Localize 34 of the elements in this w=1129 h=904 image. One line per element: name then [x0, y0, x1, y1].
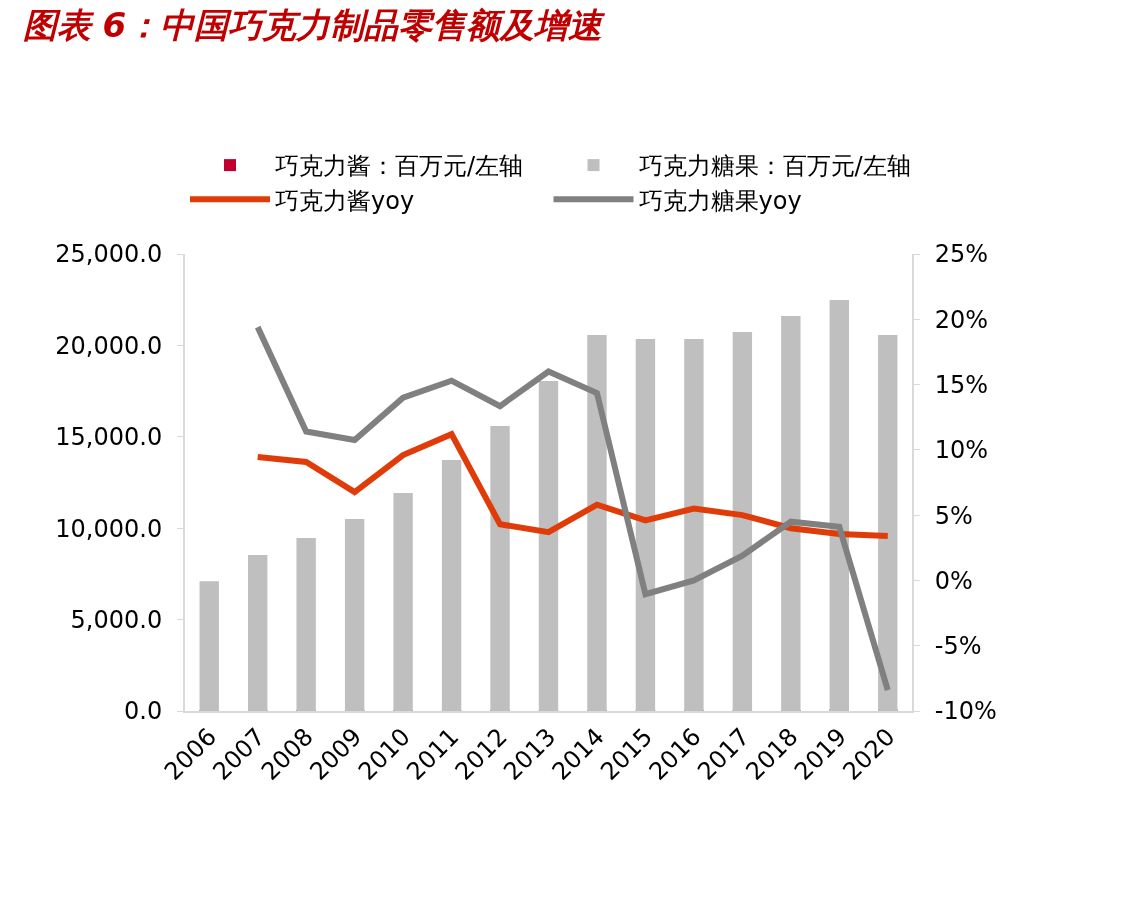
y-tick-label: 10,000.0 — [55, 514, 163, 543]
bar — [732, 332, 753, 711]
bar — [248, 555, 268, 711]
y2-tick-label: 10% — [934, 436, 989, 465]
y2-tick-label: 20% — [934, 305, 989, 334]
y-tick-label: 0.0 — [124, 697, 163, 726]
y2-tick-label: -10% — [934, 697, 997, 726]
bar — [199, 581, 219, 711]
y2-tick-label: 5% — [934, 501, 973, 530]
legend-label: 巧克力酱：百万元/左轴 — [275, 152, 524, 181]
bar — [684, 339, 704, 711]
y2-tick-label: 15% — [934, 370, 989, 399]
bar — [538, 381, 559, 711]
y2-tick-label: 25% — [934, 240, 989, 269]
legend-label: 巧克力糖果：百万元/左轴 — [638, 152, 911, 181]
y-tick-label: 5,000.0 — [70, 606, 163, 634]
y2-tick-label: 0% — [934, 566, 973, 595]
bar — [829, 300, 849, 711]
bar — [344, 519, 365, 711]
bar — [635, 339, 656, 711]
bar — [441, 460, 462, 711]
bar — [490, 426, 510, 711]
y-tick-label: 20,000.0 — [55, 331, 163, 360]
bar — [781, 315, 801, 711]
y-tick-label: 25,000.0 — [55, 240, 163, 269]
y-tick-label: 15,000.0 — [55, 423, 163, 452]
legend-label: 巧克力糖果yoy — [638, 186, 802, 215]
y2-tick-label: -5% — [934, 632, 982, 661]
legend-label: 巧克力酱yoy — [275, 186, 415, 215]
chart-title: 图表 6：中国巧克力制品零售额及增速 — [22, 5, 607, 46]
bar — [587, 334, 607, 711]
bar — [878, 334, 898, 711]
bar — [296, 538, 316, 711]
bar — [393, 492, 413, 711]
